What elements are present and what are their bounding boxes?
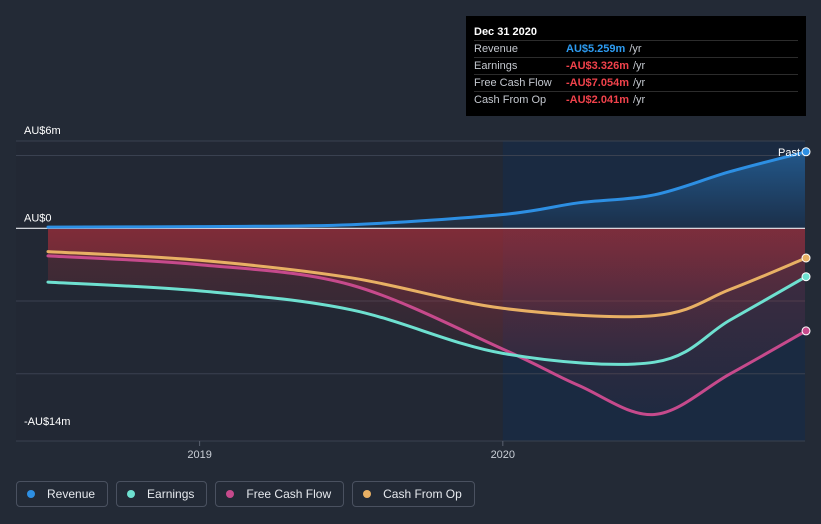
line-revenue [46, 150, 805, 229]
tooltip-row-revenue: Revenue AU$5.259m /yr [474, 40, 798, 57]
past-label: Past [778, 147, 800, 159]
legend-dot-icon [27, 490, 35, 498]
end-marker-fcf [801, 326, 811, 336]
x-tick-label: 2019 [187, 449, 211, 461]
tooltip-label: Revenue [474, 43, 519, 55]
tooltip-label: Free Cash Flow [474, 77, 552, 89]
tooltip-unit: /yr [632, 94, 646, 106]
tooltip-value: AU$5.259m [566, 43, 626, 55]
legend-label: Cash From Op [383, 487, 462, 501]
legend-dot-icon [127, 490, 136, 498]
tooltip-label: Earnings [474, 60, 518, 72]
y-tick-label: -AU$14m [24, 416, 70, 428]
legend-dot-icon [226, 490, 235, 498]
legend: Revenue Earnings Free Cash Flow Cash Fro… [16, 481, 475, 507]
tooltip-row-cash-from-op: Cash From Op -AU$2.041m /yr [474, 91, 798, 108]
legend-item-revenue[interactable]: Revenue [16, 481, 109, 507]
line-earnings [46, 275, 805, 366]
legend-label: Free Cash Flow [246, 487, 332, 501]
line-fcf [46, 254, 805, 417]
end-marker-cashfromop [801, 253, 811, 263]
tooltip-value: -AU$7.054m [566, 77, 629, 89]
tooltip-row-free-cash-flow: Free Cash Flow -AU$7.054m /yr [474, 74, 798, 91]
end-markers [801, 147, 811, 336]
axis-ticks: AU$6m AU$0 -AU$14m 2019 2020 [24, 125, 515, 461]
legend-item-cash-from-op[interactable]: Cash From Op [352, 481, 475, 507]
y-tick-label: AU$0 [24, 212, 52, 224]
legend-dot-icon [363, 490, 372, 498]
legend-label: Revenue [47, 487, 96, 501]
tooltip-label: Cash From Op [474, 94, 547, 106]
tooltip-date: Dec 31 2020 [474, 26, 537, 38]
line-cashfromop [46, 250, 805, 319]
tooltip-value: -AU$3.326m [566, 60, 629, 72]
tooltip-unit: /yr [632, 60, 646, 72]
legend-label: Earnings [147, 487, 195, 501]
tooltip-value: -AU$2.041m [566, 94, 629, 106]
legend-item-free-cash-flow[interactable]: Free Cash Flow [215, 481, 345, 507]
tooltip-unit: /yr [629, 43, 642, 55]
tooltip: Dec 31 2020 Revenue AU$5.259m /yr Earnin… [466, 16, 806, 116]
end-marker-revenue [801, 147, 811, 157]
series-lines [46, 150, 805, 417]
end-marker-earnings [801, 272, 811, 282]
legend-item-earnings[interactable]: Earnings [116, 481, 208, 507]
area-revenue [48, 152, 805, 229]
tooltip-row-earnings: Earnings -AU$3.326m /yr [474, 57, 798, 74]
y-tick-label: AU$6m [24, 125, 61, 137]
tooltip-unit: /yr [632, 77, 646, 89]
x-tick-label: 2020 [491, 449, 515, 461]
